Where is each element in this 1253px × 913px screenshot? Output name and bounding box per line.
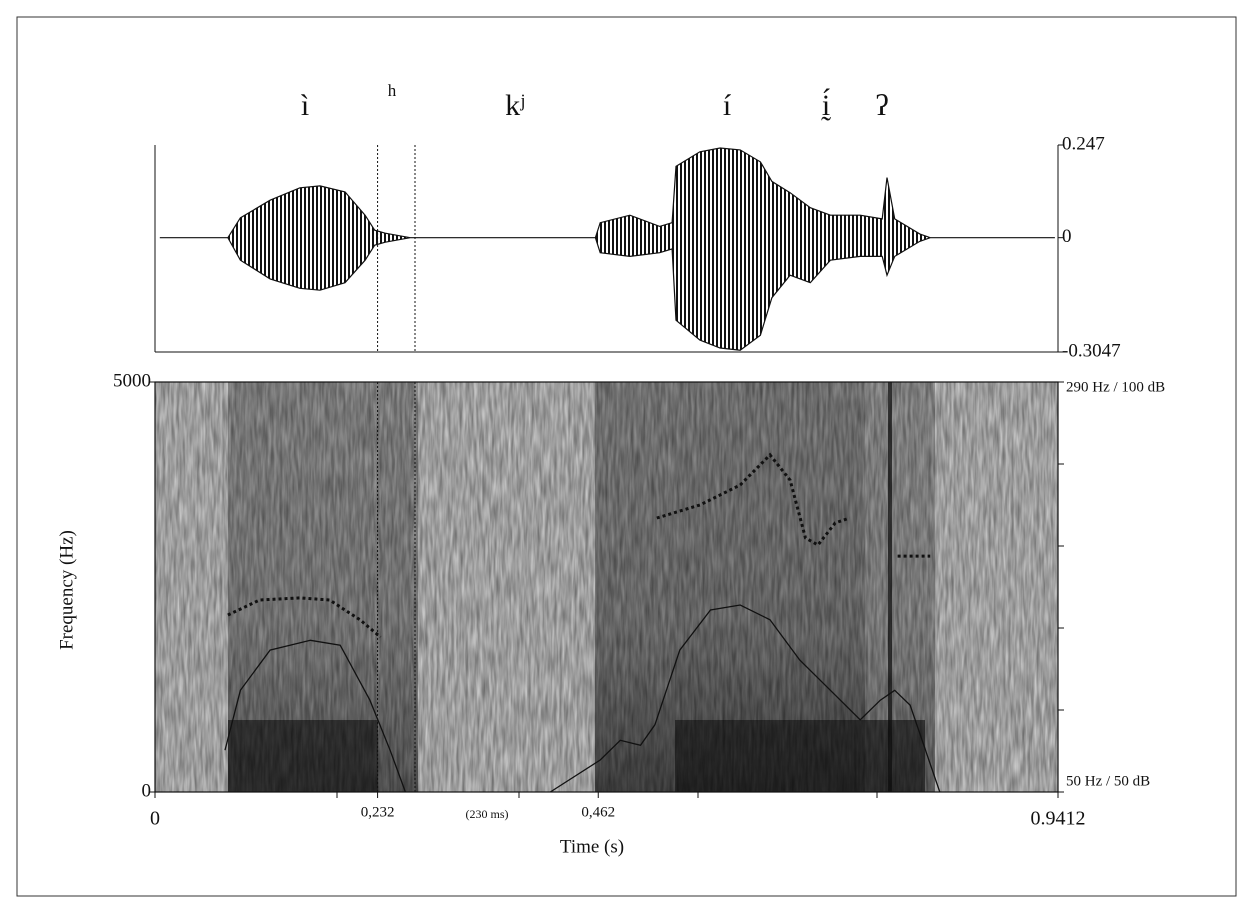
pitch-line	[656, 452, 851, 547]
x-tick-label: 0.9412	[1031, 808, 1086, 830]
y-axis-title: Frequency (Hz)	[56, 530, 77, 650]
pitch-line	[227, 596, 382, 639]
annotation: (230 ms)	[466, 807, 509, 821]
intensity-line	[224, 639, 407, 793]
intensity-line	[549, 604, 941, 793]
y-tick-label: 0.247	[1062, 133, 1105, 154]
y-tick-label: 5000	[113, 370, 151, 391]
segment-label: ì	[301, 89, 309, 122]
y2-tick-label: 50 Hz / 50 dB	[1066, 773, 1150, 789]
x-tick-label: 0,462	[581, 804, 615, 820]
x-tick-label: 0	[150, 808, 160, 830]
segment-label: ʔ	[875, 89, 888, 122]
spectrogram-frame	[154, 381, 1059, 793]
y-tick-label: 0	[142, 780, 152, 801]
spectrogram-image	[155, 382, 1058, 792]
y-tick-label: 0	[1062, 226, 1072, 247]
segment-label: ḭ́	[821, 88, 831, 122]
y-tick-label: -0.3047	[1062, 340, 1121, 361]
x-axis-title: Time (s)	[560, 836, 624, 857]
x-tick-label: 0,232	[361, 804, 395, 820]
segment-label: í	[723, 89, 732, 122]
waveform	[159, 147, 1055, 351]
y2-tick-label: 290 Hz / 100 dB	[1066, 379, 1165, 395]
minor-ticks	[336, 463, 1064, 798]
segment-label: h	[388, 81, 397, 100]
segment-label: kʲ	[505, 89, 525, 122]
